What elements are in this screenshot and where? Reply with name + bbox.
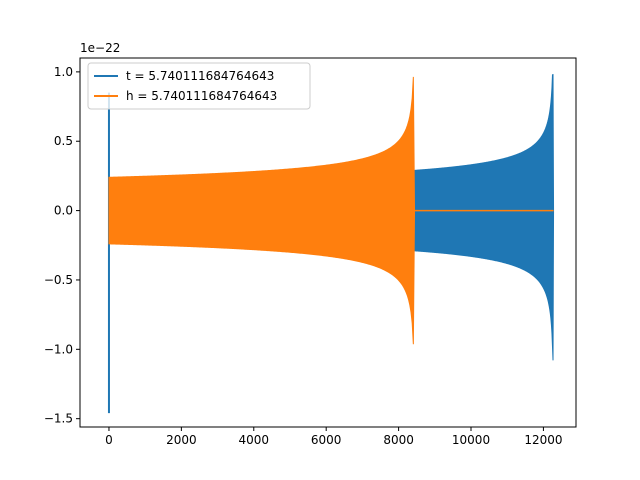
y-tick-label: −1.0 [44,342,73,356]
series-group [107,74,555,414]
x-tick-label: 4000 [239,433,270,447]
y-tick-label: 0.5 [54,134,73,148]
legend-box [87,62,311,110]
series-layer [107,74,555,414]
y-tick-label: 0.0 [54,204,73,218]
legend: t = 5.740111684764643 h = 5.7401116847646… [87,62,311,110]
y-offset-text: 1e−22 [80,41,120,55]
y-tick-label: 1.0 [54,65,73,79]
x-tick-label: 10000 [452,433,490,447]
y-tick-label: −1.5 [44,412,73,426]
series-h [108,76,416,345]
legend-entry-label: h = 5.740111684764643 [126,89,277,103]
y-tick-label: −0.5 [44,273,73,287]
x-tick-label: 6000 [311,433,342,447]
series-t [107,74,555,414]
axes-layer: 0 2000 4000 6000 8000 10000 12000 1.0 0.5 0.0 −0.5… [44,57,577,447]
x-tick-label: 2000 [166,433,197,447]
legend-entry-label: t = 5.740111684764643 [126,69,274,83]
x-tick-label: 12000 [524,433,562,447]
x-tick-label: 8000 [383,433,414,447]
axes-frame [79,57,577,428]
series-t-oscillation-band [414,74,555,361]
series-h-oscillation-band [108,76,416,345]
x-tick-label: 0 [105,433,113,447]
